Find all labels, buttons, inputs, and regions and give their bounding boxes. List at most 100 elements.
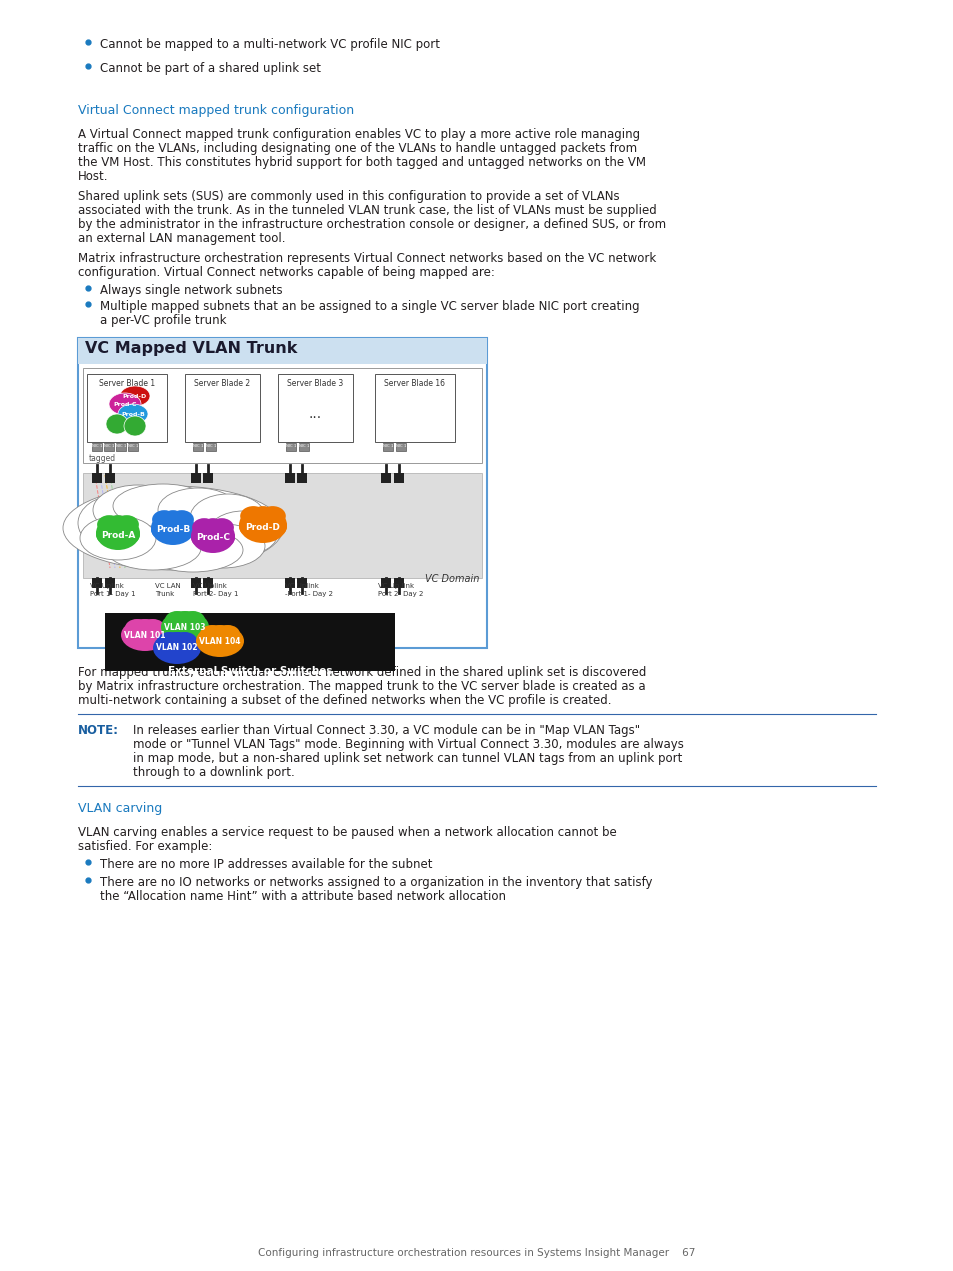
Bar <box>203 473 213 483</box>
Ellipse shape <box>165 611 189 629</box>
Ellipse shape <box>179 643 199 658</box>
Ellipse shape <box>217 529 234 547</box>
Ellipse shape <box>200 625 224 643</box>
Text: VC Mapped VLAN Trunk: VC Mapped VLAN Trunk <box>85 341 297 356</box>
Text: Prod-B: Prod-B <box>121 412 145 417</box>
Ellipse shape <box>187 622 207 638</box>
Text: VC Uplink
Port 2- Day 1: VC Uplink Port 2- Day 1 <box>193 583 238 597</box>
Ellipse shape <box>92 486 183 535</box>
Text: NOTE:: NOTE: <box>78 724 119 737</box>
Text: Cannot be part of a shared uplink set: Cannot be part of a shared uplink set <box>100 62 320 75</box>
Ellipse shape <box>118 404 148 425</box>
Bar <box>394 578 403 588</box>
Text: satisfied. For example:: satisfied. For example: <box>78 840 213 853</box>
Text: NIC 1: NIC 1 <box>115 444 126 447</box>
Ellipse shape <box>215 625 240 643</box>
Text: VLAN 102: VLAN 102 <box>156 643 197 652</box>
Bar <box>87 374 167 442</box>
Ellipse shape <box>195 625 244 657</box>
Text: External Switch or Switches: External Switch or Switches <box>168 666 332 676</box>
Ellipse shape <box>210 519 233 536</box>
Text: Prod-A: Prod-A <box>101 530 135 539</box>
Ellipse shape <box>268 517 287 536</box>
Bar <box>91 473 102 483</box>
Ellipse shape <box>222 636 242 652</box>
Text: NIC 1: NIC 1 <box>382 444 393 447</box>
Bar <box>296 578 307 588</box>
Text: Prod-C: Prod-C <box>113 402 136 407</box>
Text: Shared uplink sets (SUS) are commonly used in this configuration to provide a se: Shared uplink sets (SUS) are commonly us… <box>78 189 619 203</box>
Bar <box>83 369 481 463</box>
Ellipse shape <box>151 521 169 538</box>
Ellipse shape <box>181 524 265 568</box>
Text: the “Allocation name Hint” with a attribute based network allocation: the “Allocation name Hint” with a attrib… <box>100 890 505 902</box>
Bar <box>91 444 102 451</box>
Text: Always single network subnets: Always single network subnets <box>100 283 282 297</box>
Ellipse shape <box>121 619 169 651</box>
Bar <box>91 578 102 588</box>
Ellipse shape <box>147 630 167 646</box>
Text: Prod-C: Prod-C <box>195 534 230 543</box>
Bar <box>298 444 309 451</box>
Text: In releases earlier than Virtual Connect 3.30, a VC module can be in "Map VLAN T: In releases earlier than Virtual Connect… <box>132 724 639 737</box>
Ellipse shape <box>96 526 113 543</box>
Text: ...: ... <box>309 407 322 421</box>
Bar <box>78 338 486 648</box>
Text: Virtual Connect mapped trunk configuration: Virtual Connect mapped trunk configurati… <box>78 104 354 117</box>
Text: VC Up link
Port 2- Day 2: VC Up link Port 2- Day 2 <box>377 583 423 597</box>
Ellipse shape <box>191 529 209 547</box>
Bar <box>395 444 406 451</box>
Bar <box>277 374 353 442</box>
Ellipse shape <box>198 636 218 652</box>
Text: the VM Host. This constitutes hybrid support for both tagged and untagged networ: the VM Host. This constitutes hybrid sup… <box>78 156 645 169</box>
Bar <box>116 444 126 451</box>
Ellipse shape <box>152 632 201 663</box>
Ellipse shape <box>63 486 283 569</box>
Text: Server Blade 1: Server Blade 1 <box>99 379 155 388</box>
Ellipse shape <box>152 510 176 529</box>
Text: There are no IO networks or networks assigned to a organization in the inventory: There are no IO networks or networks ass… <box>100 876 652 888</box>
Text: NIC 1: NIC 1 <box>298 444 309 447</box>
Text: Host.: Host. <box>78 170 109 183</box>
Bar <box>193 444 203 451</box>
Ellipse shape <box>239 517 258 536</box>
Ellipse shape <box>96 516 140 550</box>
Text: traffic on the VLANs, including designating one of the VLANs to handle untagged : traffic on the VLANs, including designat… <box>78 142 637 155</box>
Ellipse shape <box>161 611 209 643</box>
Bar <box>394 473 403 483</box>
Ellipse shape <box>78 494 158 552</box>
Ellipse shape <box>240 506 266 526</box>
Bar <box>375 374 455 442</box>
Text: VLAN 101: VLAN 101 <box>124 630 166 639</box>
Bar <box>128 444 138 451</box>
Ellipse shape <box>259 506 286 526</box>
Ellipse shape <box>120 386 150 405</box>
Ellipse shape <box>162 510 184 527</box>
Bar <box>296 473 307 483</box>
Text: multi-network containing a subset of the defined networks when the VC profile is: multi-network containing a subset of the… <box>78 694 611 707</box>
Bar <box>185 374 260 442</box>
Text: through to a downlink port.: through to a downlink port. <box>132 766 294 779</box>
Bar <box>105 578 115 588</box>
Bar <box>380 578 391 588</box>
Text: VC Domain: VC Domain <box>424 574 478 583</box>
Text: A Virtual Connect mapped trunk configuration enables VC to play a more active ro: A Virtual Connect mapped trunk configura… <box>78 128 639 141</box>
Text: an external LAN management tool.: an external LAN management tool. <box>78 233 285 245</box>
Ellipse shape <box>170 510 193 529</box>
Ellipse shape <box>109 393 141 416</box>
Text: Matrix infrastructure orchestration represents Virtual Connect networks based on: Matrix infrastructure orchestration repr… <box>78 252 656 264</box>
Ellipse shape <box>125 619 149 637</box>
Text: in map mode, but a non-shared uplink set network can tunnel VLAN tags from an up: in map mode, but a non-shared uplink set… <box>132 752 681 765</box>
Ellipse shape <box>154 643 174 658</box>
Text: configuration. Virtual Connect networks capable of being mapped are:: configuration. Virtual Connect networks … <box>78 266 495 280</box>
Ellipse shape <box>163 622 183 638</box>
Bar <box>382 444 393 451</box>
Text: NIC 1: NIC 1 <box>206 444 216 447</box>
Ellipse shape <box>157 632 181 649</box>
Text: Server Blade 3: Server Blade 3 <box>287 379 343 388</box>
Ellipse shape <box>208 511 277 555</box>
Bar <box>285 473 294 483</box>
Text: NIC 1: NIC 1 <box>395 444 406 447</box>
Text: associated with the trunk. As in the tunneled VLAN trunk case, the list of VLANs: associated with the trunk. As in the tun… <box>78 205 656 217</box>
Text: Prod-D: Prod-D <box>245 522 280 531</box>
